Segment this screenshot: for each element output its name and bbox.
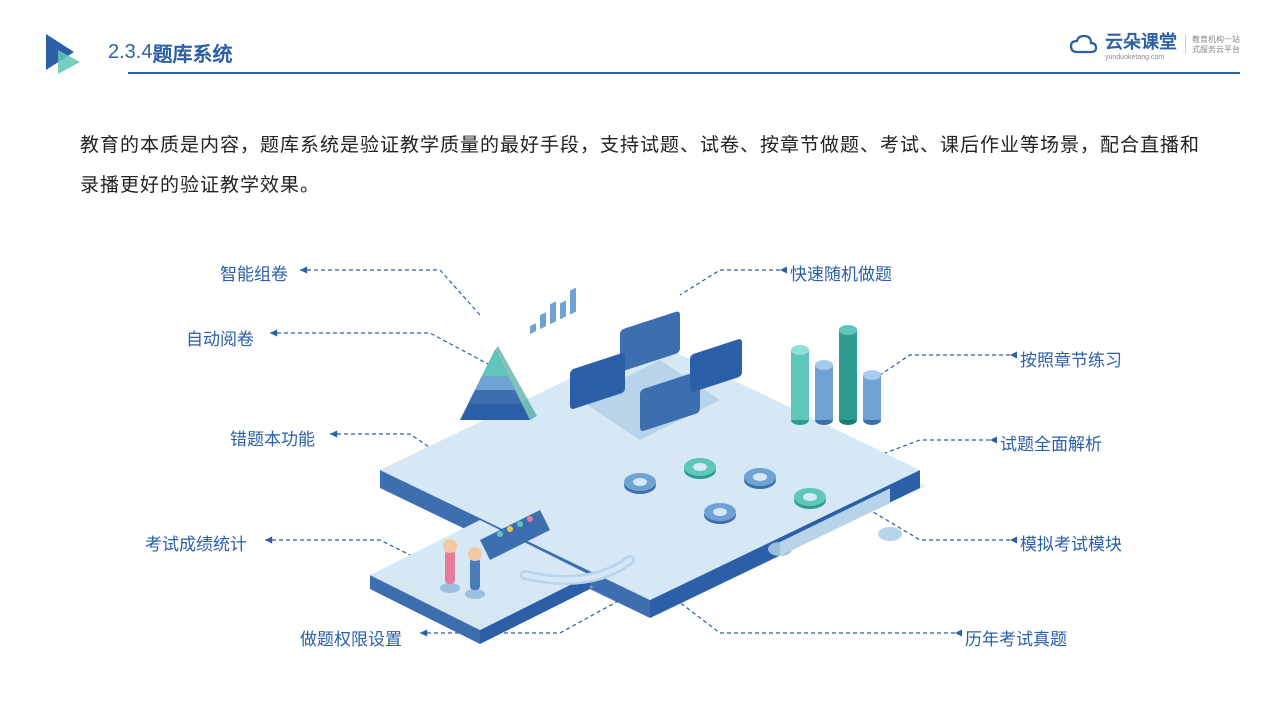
label-score-stats: 考试成绩统计 — [145, 530, 247, 555]
label-full-analysis: 试题全面解析 — [1000, 430, 1102, 455]
label-past-papers: 历年考试真题 — [965, 625, 1067, 650]
description-text: 教育的本质是内容，题库系统是验证教学质量的最好手段，支持试题、试卷、按章节做题、… — [80, 126, 1200, 206]
play-icon — [40, 30, 84, 74]
isometric-illustration — [330, 270, 970, 650]
brand-name: 云朵课堂 — [1105, 28, 1177, 54]
label-smart-compose: 智能组卷 — [220, 260, 288, 285]
cloud-icon — [1069, 34, 1097, 56]
header-underline — [128, 72, 1240, 74]
brand-url: yunduoketang.com — [1105, 54, 1177, 61]
label-auto-grade: 自动阅卷 — [186, 325, 254, 350]
brand-logo: 云朵课堂 yunduoketang.com 教育机构一站 式服务云平台 — [1069, 28, 1240, 61]
label-chapter-practice: 按照章节练习 — [1020, 346, 1122, 371]
brand-tagline: 教育机构一站 式服务云平台 — [1185, 35, 1240, 54]
section-title: 题库系统 — [152, 38, 232, 67]
label-mock-exam: 模拟考试模块 — [1020, 530, 1122, 555]
label-wrong-book: 错题本功能 — [230, 425, 315, 450]
section-number: 2.3.4 — [108, 41, 152, 64]
feature-diagram: 智能组卷 自动阅卷 错题本功能 考试成绩统计 做题权限设置 快速随机做题 按照章… — [0, 230, 1280, 700]
